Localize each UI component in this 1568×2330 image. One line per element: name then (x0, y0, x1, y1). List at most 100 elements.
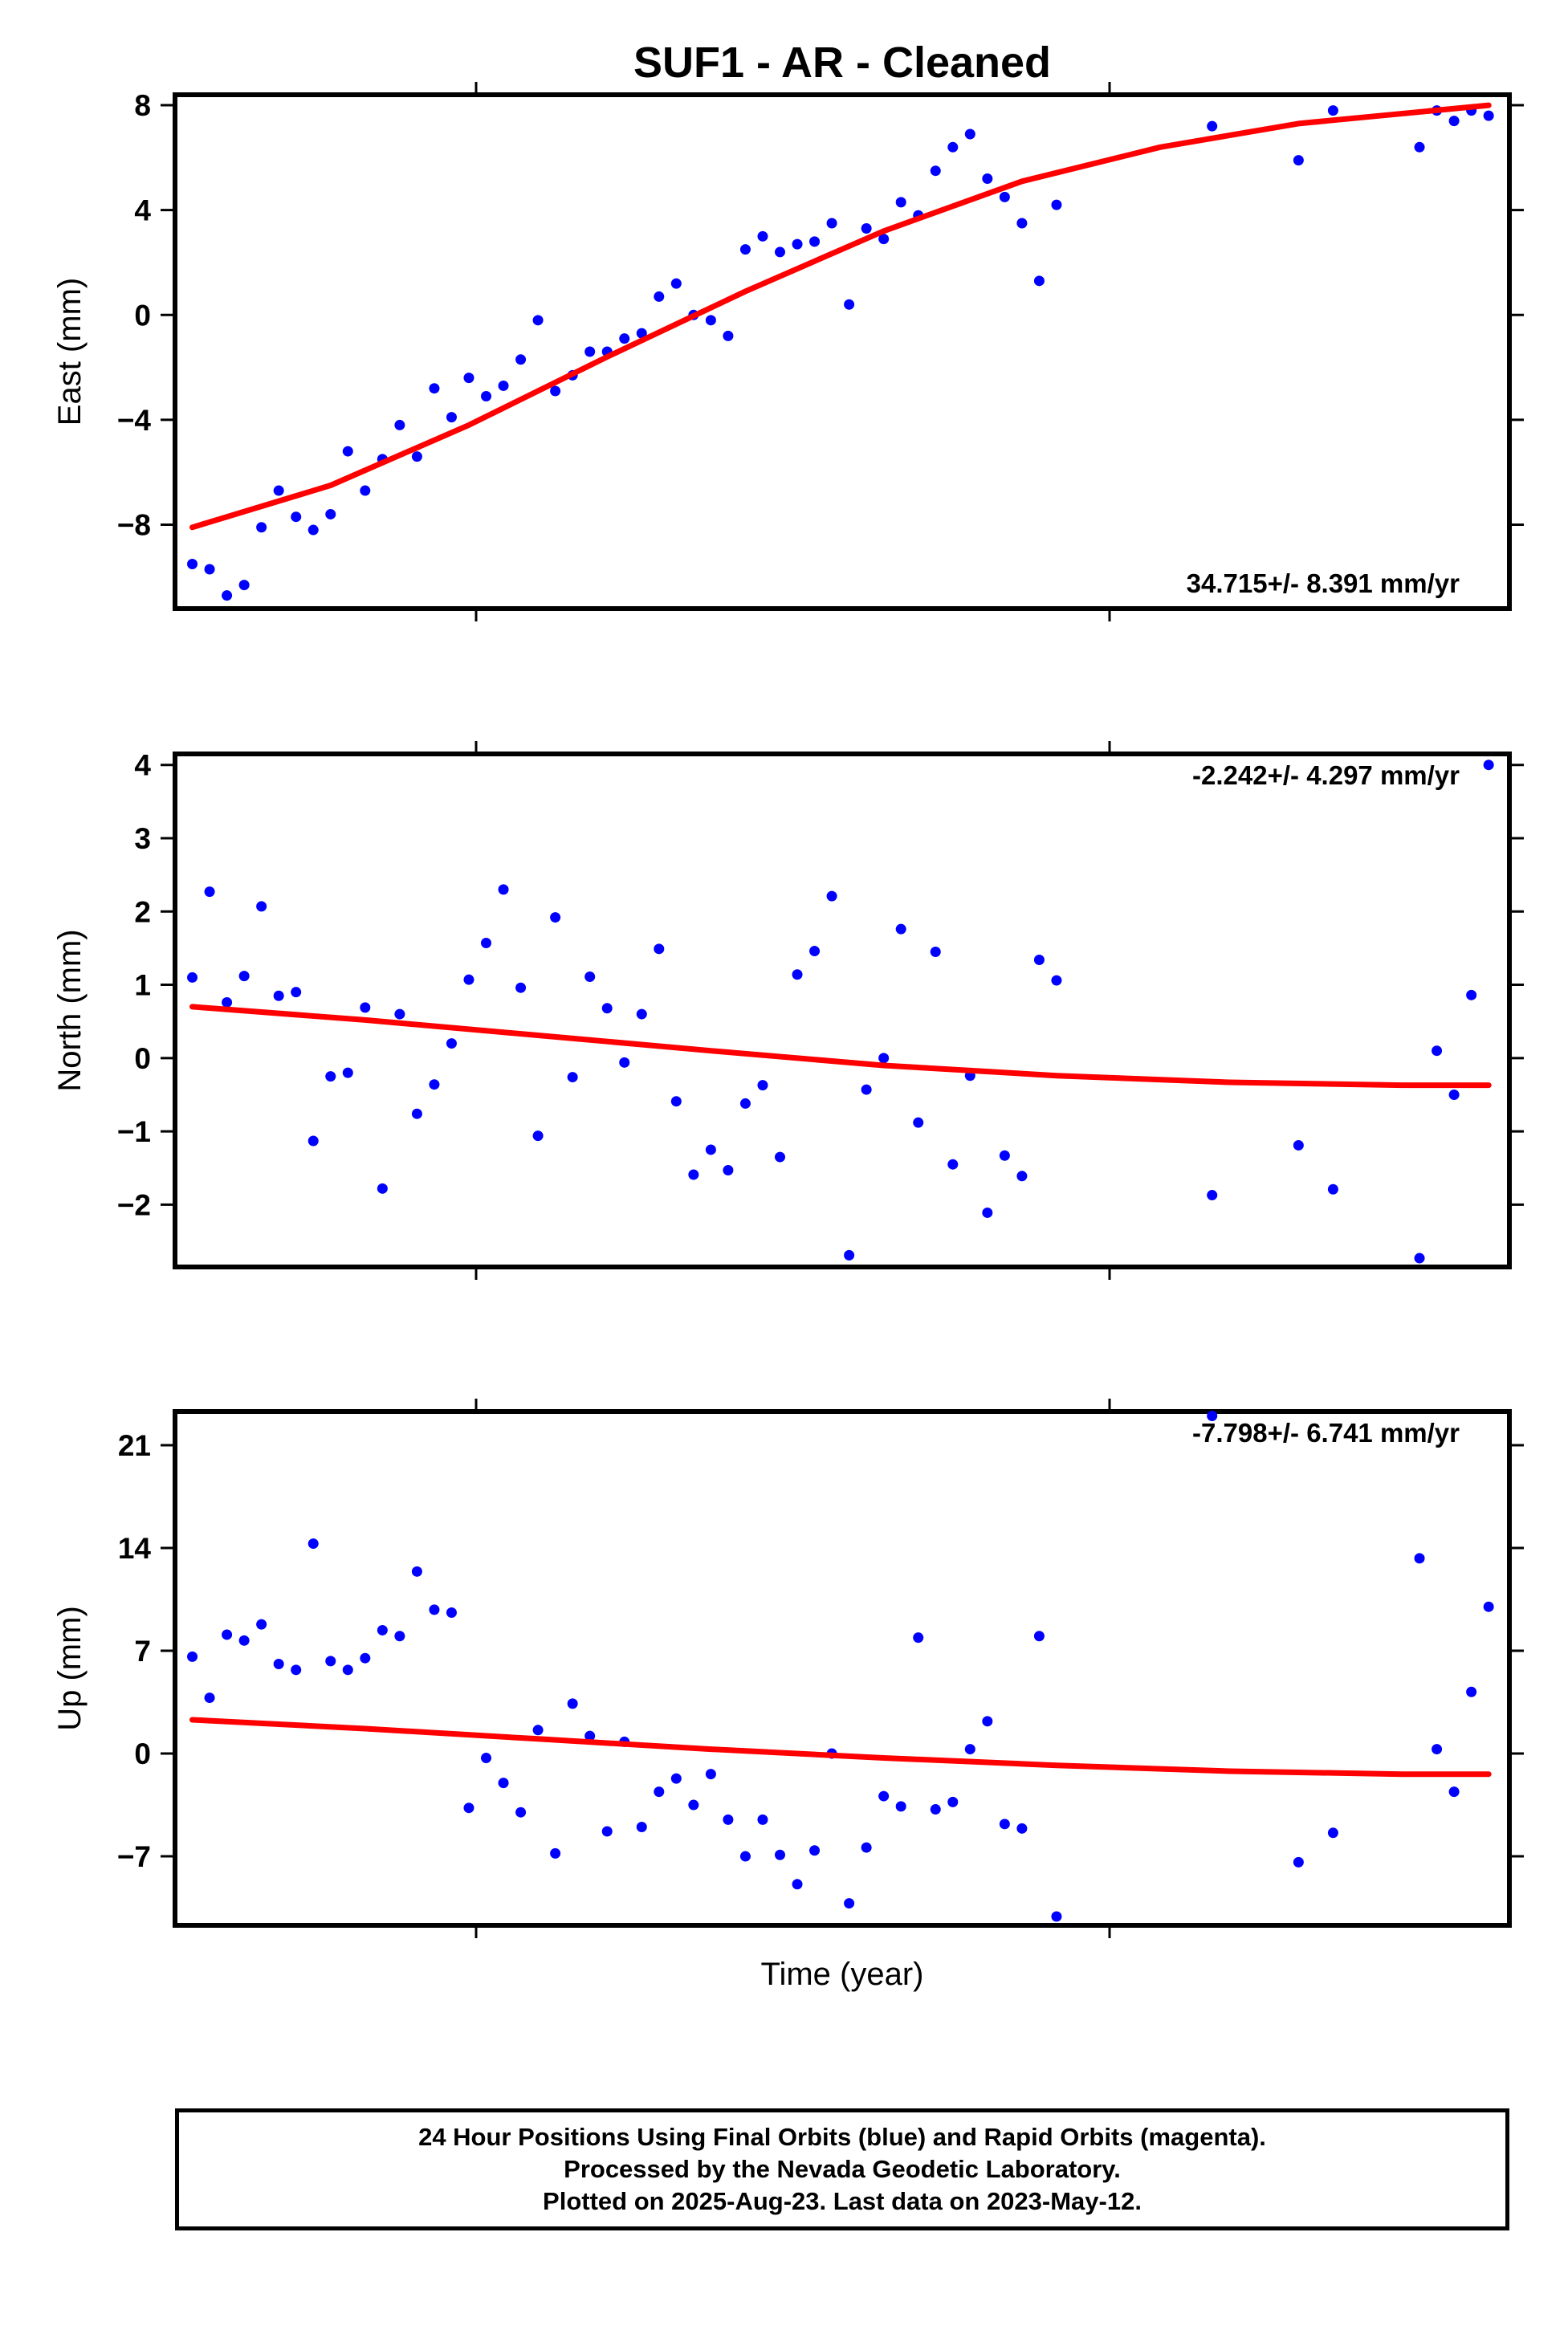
data-point (636, 328, 647, 339)
data-point (1414, 1553, 1425, 1564)
data-point (895, 1801, 906, 1812)
data-point (238, 1635, 250, 1646)
data-point (619, 1057, 630, 1068)
data-point (463, 974, 474, 985)
data-point (1327, 1827, 1338, 1839)
data-point (222, 590, 233, 601)
data-point (895, 197, 906, 208)
rate-label: -7.798+/- 6.741 mm/yr (1192, 1418, 1460, 1448)
data-point (913, 1117, 924, 1128)
data-point (774, 246, 785, 258)
data-point (982, 1207, 993, 1218)
data-point (377, 1183, 388, 1194)
plot-frame (173, 1409, 1512, 1928)
data-point (878, 1053, 890, 1064)
data-point (878, 234, 890, 245)
data-point (947, 1159, 959, 1170)
data-point (1016, 218, 1028, 229)
data-point (809, 1845, 821, 1856)
data-point (999, 1819, 1010, 1830)
data-point (498, 884, 509, 895)
data-point (532, 315, 544, 326)
data-point (1051, 199, 1062, 210)
data-point (947, 1796, 959, 1807)
data-point (307, 524, 319, 536)
y-tick-label: −4 (117, 404, 152, 437)
data-point (1327, 1183, 1338, 1195)
data-point (256, 1619, 267, 1630)
data-point (739, 244, 751, 255)
data-point (670, 1773, 682, 1784)
data-point (792, 969, 803, 980)
data-point (930, 165, 941, 177)
data-point (930, 946, 941, 957)
y-axis-label: Up (mm) (52, 1606, 88, 1731)
data-point (705, 1769, 716, 1780)
data-point (429, 383, 440, 394)
data-point (636, 1821, 647, 1832)
trend-line (189, 1004, 1492, 1089)
data-point (688, 1169, 699, 1180)
y-tick-label: 14 (118, 1532, 152, 1565)
data-point (964, 1744, 975, 1755)
data-point (1432, 1744, 1443, 1755)
chart-panel: 4 3 2 1 0 −1 −2 North (mm) -2.242+/- 4.297 mm/yr (52, 741, 1524, 1280)
data-point (307, 1538, 319, 1550)
data-point (757, 1814, 768, 1825)
data-point (982, 1716, 993, 1727)
data-point (654, 1786, 665, 1798)
data-point (187, 1651, 198, 1662)
data-point (187, 558, 198, 569)
data-point (1448, 116, 1460, 127)
data-point (878, 1790, 890, 1802)
y-tick-label: −7 (117, 1840, 151, 1873)
data-point (394, 419, 405, 430)
data-point (844, 1898, 855, 1909)
data-point (964, 128, 975, 140)
data-point (1327, 105, 1338, 116)
data-point (1432, 1045, 1443, 1057)
data-point (1051, 975, 1062, 986)
data-point (1293, 155, 1304, 166)
data-point (792, 1879, 803, 1890)
footer-line-3: Plotted on 2025-Aug-23. Last data on 202… (543, 2187, 1142, 2215)
data-point (377, 1624, 388, 1635)
data-point (411, 1108, 422, 1119)
data-point (688, 1799, 699, 1811)
data-point (273, 1659, 284, 1670)
data-point (1414, 141, 1425, 153)
y-tick-label: 0 (134, 299, 151, 332)
y-tick-label: 0 (134, 1737, 151, 1770)
footer-line-1: 24 Hour Positions Using Final Orbits (bl… (418, 2123, 1266, 2151)
data-point (774, 1849, 785, 1860)
data-point (705, 1144, 716, 1155)
y-tick-label: 8 (134, 89, 151, 122)
y-tick-label: 2 (134, 895, 151, 928)
chart-panel: 21 14 7 0 −7 Up (mm) -7.798+/- 6.741 mm/yr (52, 1399, 1524, 1938)
x-axis-label: Time (year) (761, 1957, 924, 1992)
data-point (463, 1802, 474, 1814)
data-point (532, 1725, 544, 1736)
data-point (1033, 275, 1045, 287)
data-point (895, 923, 906, 935)
y-tick-label: 4 (134, 194, 151, 227)
data-point (238, 580, 250, 591)
data-point (238, 971, 250, 982)
data-point (1466, 1686, 1477, 1697)
data-point (222, 996, 233, 1008)
data-point (360, 1652, 371, 1664)
data-point (723, 330, 734, 341)
data-point (601, 1826, 613, 1837)
data-point (809, 946, 821, 957)
data-point (550, 1847, 561, 1859)
y-tick-label: 1 (134, 969, 151, 1002)
data-point (532, 1130, 544, 1142)
data-point (670, 1096, 682, 1107)
data-point (1207, 1190, 1218, 1201)
data-point (273, 485, 284, 496)
data-point (826, 890, 837, 902)
data-point (187, 972, 198, 983)
data-point (947, 141, 959, 153)
data-point (394, 1631, 405, 1642)
data-point (515, 1807, 527, 1818)
